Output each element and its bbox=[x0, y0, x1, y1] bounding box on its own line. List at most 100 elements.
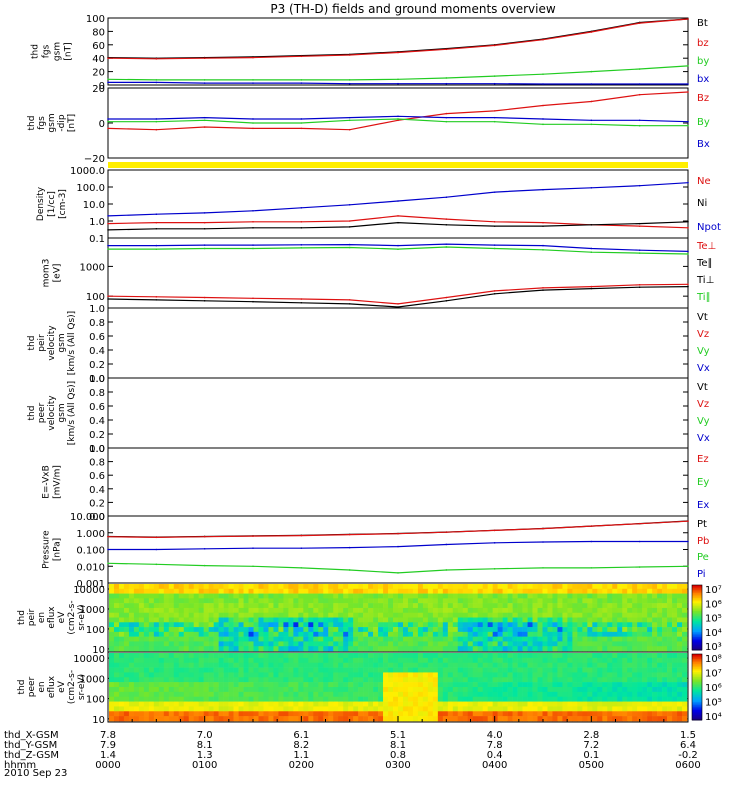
spectrogram-cell bbox=[383, 646, 389, 652]
spectrogram-cell bbox=[273, 603, 279, 609]
spectrogram-cell bbox=[333, 706, 339, 712]
spectrogram-cell bbox=[542, 711, 548, 717]
spectrogram-cell bbox=[188, 672, 195, 678]
spectrogram-cell bbox=[497, 603, 503, 609]
y-tick-label: 0.8 bbox=[89, 318, 105, 329]
spectrogram-cell bbox=[218, 607, 224, 614]
spectrogram-cell bbox=[109, 588, 115, 594]
spectrogram-cell bbox=[288, 716, 294, 722]
spectrogram-cell bbox=[497, 662, 503, 668]
spectrogram-cell bbox=[113, 677, 120, 683]
spectrogram-cell bbox=[677, 653, 683, 659]
colorbar-tick-label: 10⁴ bbox=[705, 628, 722, 639]
y-axis-label-line: [nPa] bbox=[53, 538, 63, 561]
spectrogram-cell bbox=[293, 696, 299, 702]
spectrogram-cell bbox=[482, 687, 488, 693]
spectrogram-cell bbox=[173, 593, 180, 599]
spectrogram-cell bbox=[278, 617, 284, 623]
spectrogram-cell bbox=[552, 598, 558, 604]
spectrogram-cell bbox=[657, 657, 663, 664]
spectrogram-cell bbox=[592, 716, 598, 722]
spectrogram-cell bbox=[672, 696, 678, 702]
y-tick-label: 0.2 bbox=[89, 498, 105, 509]
spectrogram-cell bbox=[477, 607, 484, 614]
spectrogram-cell bbox=[567, 617, 573, 623]
spectrogram-cell bbox=[532, 646, 538, 652]
panel-frame bbox=[107, 17, 689, 86]
spectrogram-cell bbox=[452, 662, 459, 668]
spectrogram-cell bbox=[143, 706, 150, 712]
spectrogram-cell bbox=[393, 677, 399, 683]
spectrogram-cell bbox=[642, 627, 648, 633]
spectrogram-cell bbox=[193, 641, 199, 647]
spectrogram-cell bbox=[168, 687, 175, 693]
spectrogram-cell bbox=[233, 667, 239, 673]
spectrogram-cell bbox=[198, 677, 204, 683]
data-point bbox=[107, 548, 109, 551]
spectrogram-cell bbox=[313, 696, 319, 702]
spectrogram-cell bbox=[417, 598, 424, 604]
spectrogram-cell bbox=[577, 653, 583, 659]
spectrogram-cell bbox=[612, 607, 618, 614]
data-point bbox=[107, 127, 109, 130]
spectrogram-cell bbox=[537, 711, 543, 717]
spectrogram-cell bbox=[123, 677, 130, 683]
spectrogram-cell bbox=[368, 701, 374, 707]
spectrogram-cell bbox=[602, 701, 608, 707]
spectrogram-cell bbox=[333, 657, 339, 664]
spectrogram-cell bbox=[243, 641, 249, 647]
spectrogram-cell bbox=[258, 646, 264, 652]
spectrogram-cell bbox=[492, 667, 498, 673]
y-axis-label-group: thd fgs gsm -dip [nT] bbox=[27, 113, 77, 132]
spectrogram-cell bbox=[402, 593, 409, 599]
spectrogram-cell bbox=[348, 653, 354, 659]
spectrogram-cell bbox=[622, 612, 628, 618]
spectrogram-cell bbox=[118, 607, 125, 614]
spectrogram-cell bbox=[672, 646, 678, 652]
spectrogram-cell bbox=[353, 584, 359, 590]
data-point bbox=[107, 562, 109, 565]
y-tick-label: 100 bbox=[86, 14, 105, 25]
colorbar-segment bbox=[692, 619, 702, 622]
spectrogram-cell bbox=[597, 672, 603, 678]
spectrogram-cell bbox=[572, 584, 578, 590]
spectrogram-cell bbox=[672, 682, 678, 688]
spectrogram-cell bbox=[487, 631, 493, 637]
data-point bbox=[300, 301, 303, 304]
spectrogram-cell bbox=[602, 672, 608, 678]
spectrogram-cell bbox=[343, 641, 349, 647]
spectrogram-cell bbox=[467, 667, 474, 673]
spectrogram-cell bbox=[447, 711, 454, 717]
spectrogram-cell bbox=[183, 701, 190, 707]
spectrogram-cell bbox=[138, 593, 145, 599]
spectrogram-cell bbox=[457, 631, 464, 637]
spectrogram-cell bbox=[677, 711, 683, 717]
panel-frame bbox=[107, 447, 689, 517]
colorbar-segment bbox=[692, 588, 702, 591]
spectrogram-cell bbox=[138, 584, 145, 590]
spectrogram-cell bbox=[109, 631, 115, 637]
spectrogram-cell bbox=[233, 657, 239, 664]
spectrogram-cell bbox=[547, 631, 553, 637]
spectrogram-cell bbox=[318, 662, 324, 668]
spectrogram-cell bbox=[378, 617, 384, 623]
spectrogram-cell bbox=[268, 691, 274, 698]
spectrogram-cell bbox=[308, 682, 314, 688]
spectrogram-cell bbox=[617, 696, 623, 702]
data-point bbox=[687, 65, 689, 67]
spectrogram-cell bbox=[547, 646, 553, 652]
spectrogram-cell bbox=[368, 598, 374, 604]
y-tick-label: 100.0 bbox=[76, 183, 105, 194]
x-axis-value: 0500 bbox=[579, 760, 604, 771]
spectrogram-cell bbox=[447, 598, 454, 604]
spectrogram-cell bbox=[293, 677, 299, 683]
spectrogram-cell bbox=[437, 672, 444, 678]
spectrogram-cell bbox=[477, 711, 484, 717]
spectrogram-cell bbox=[427, 691, 434, 698]
spectrogram-cell bbox=[402, 677, 409, 683]
spectrogram-cell bbox=[417, 636, 424, 642]
spectrogram-cell bbox=[522, 701, 528, 707]
spectrogram-cell bbox=[602, 706, 608, 712]
spectrogram-cell bbox=[293, 691, 299, 698]
spectrogram-cell bbox=[258, 593, 264, 599]
